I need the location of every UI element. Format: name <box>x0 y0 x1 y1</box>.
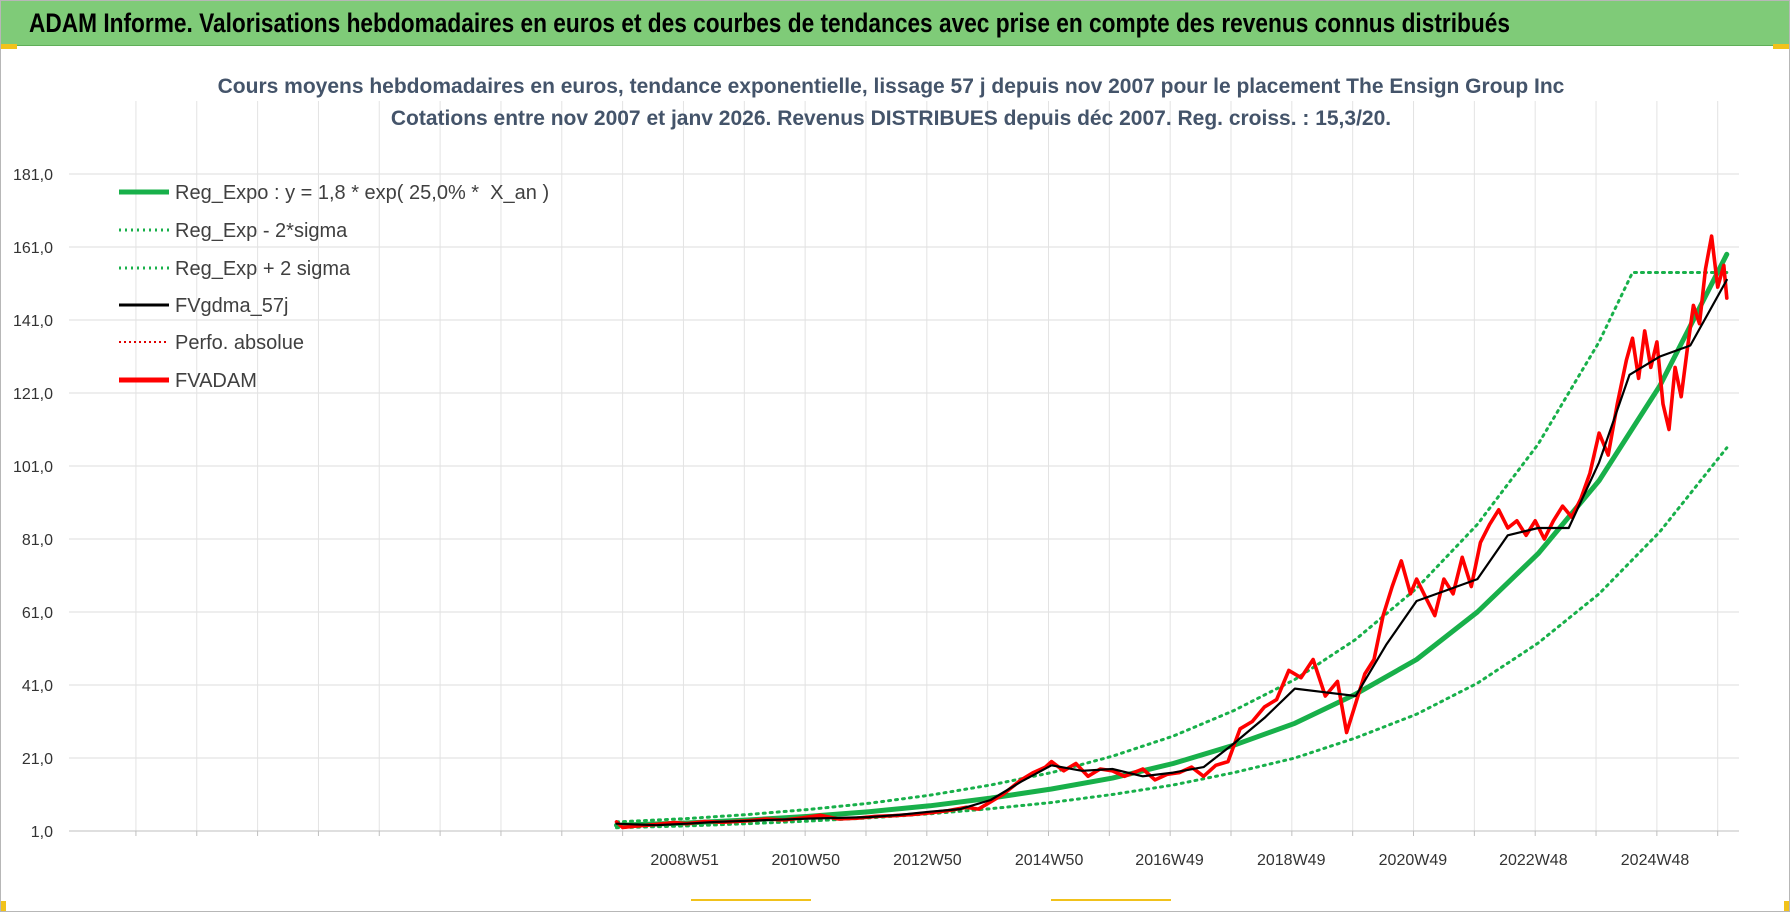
axes <box>69 830 1739 836</box>
y-tick-label: 1,0 <box>31 824 53 841</box>
selection-mark-1 <box>691 899 811 901</box>
grid <box>69 101 1739 831</box>
x-tick-label: 2020W49 <box>1379 852 1448 869</box>
y-tick-labels: 181,0 161,0 141,0 121,0 101,0 81,0 61,0 41,0 21,… <box>13 167 53 841</box>
regression-line <box>614 251 1730 828</box>
legend: Reg_Expo : y = 1,8 * exp( 25,0% * X_an )… <box>119 182 549 392</box>
series-perfo-absolue <box>615 279 1728 826</box>
corner-mark-bottom-left <box>1 901 6 911</box>
corner-mark-top-left <box>1 44 17 49</box>
y-tick-label: 21,0 <box>22 751 53 768</box>
x-tick-label: 2022W48 <box>1499 852 1568 869</box>
legend-label-reg-exp-minus: Reg_Exp - 2*sigma <box>175 220 348 242</box>
x-tick-label: 2014W50 <box>1015 852 1084 869</box>
x-tick-label: 2010W50 <box>771 852 840 869</box>
series-reg-expo <box>614 251 1730 828</box>
corner-mark-bottom-right <box>1784 901 1789 911</box>
y-tick-label: 101,0 <box>13 459 53 476</box>
series-reg-exp-plus-2sigma <box>615 271 1729 824</box>
x-tick-label: 2008W51 <box>650 852 719 869</box>
series-fvgdma-57j <box>615 278 1728 827</box>
y-tick-label: 121,0 <box>13 386 53 403</box>
series-fvadam <box>614 234 1729 830</box>
y-tick-label: 61,0 <box>22 605 53 622</box>
y-tick-label: 161,0 <box>13 240 53 257</box>
legend-label-reg-expo: Reg_Expo : y = 1,8 * exp( 25,0% * X_an ) <box>175 182 549 204</box>
chart-title-line-1: Cours moyens hebdomadaires en euros, ten… <box>218 75 1565 98</box>
x-tick-labels: 2008W51 2010W50 2012W50 2014W50 2016W49 2018W… <box>650 852 1689 869</box>
corner-mark-top-right <box>1773 44 1789 49</box>
sigma-bands <box>615 271 1729 830</box>
series-reg-exp-minus-2sigma <box>615 446 1729 830</box>
y-tick-label: 81,0 <box>22 532 53 549</box>
y-tick-label: 141,0 <box>13 313 53 330</box>
selection-mark-2 <box>1051 899 1171 901</box>
x-tick-label: 2018W49 <box>1257 852 1326 869</box>
legend-label-reg-exp-plus: Reg_Exp + 2 sigma <box>175 258 351 280</box>
banner: ADAM Informe. Valorisations hebdomadaire… <box>1 1 1789 46</box>
y-tick-label: 181,0 <box>13 167 53 184</box>
legend-label-fvgdma: FVgdma_57j <box>175 295 288 317</box>
x-tick-label: 2012W50 <box>893 852 962 869</box>
chart-title-line-2: Cotations entre nov 2007 et janv 2026. R… <box>391 107 1391 130</box>
x-tick-label: 2016W49 <box>1135 852 1204 869</box>
x-tick-label: 2024W48 <box>1621 852 1690 869</box>
legend-label-fvadam: FVADAM <box>175 370 257 392</box>
legend-label-perfo: Perfo. absolue <box>175 332 304 354</box>
banner-title: ADAM Informe. Valorisations hebdomadaire… <box>29 8 1510 38</box>
price-lines <box>614 234 1729 830</box>
y-tick-label: 41,0 <box>22 678 53 695</box>
